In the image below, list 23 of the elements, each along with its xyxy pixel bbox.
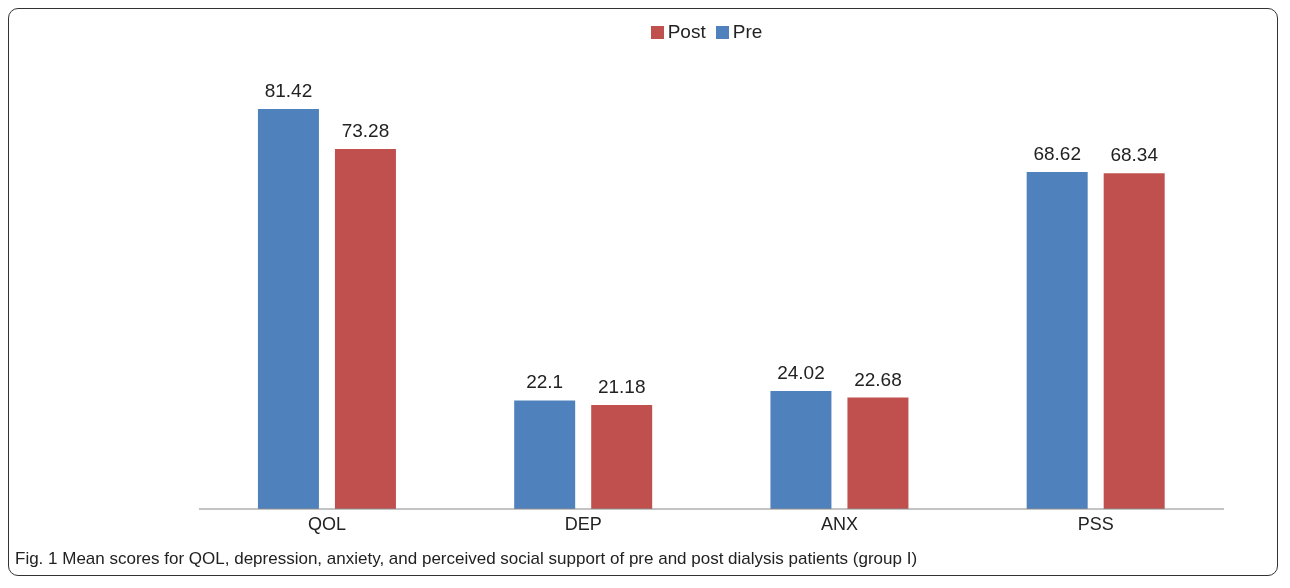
bar (847, 397, 909, 509)
bar (334, 148, 396, 509)
bar (591, 404, 653, 509)
data-label: 73.28 (341, 119, 390, 141)
bar (257, 109, 319, 509)
data-label: 24.02 (777, 361, 825, 383)
legend-label: Pre (732, 21, 763, 42)
data-label: 22.1 (526, 371, 564, 393)
bar (1103, 173, 1165, 509)
data-label: 81.42 (264, 80, 313, 101)
data-label: 68.34 (1110, 144, 1159, 166)
bar (770, 390, 832, 509)
x-tick-label: PSS (1077, 513, 1114, 534)
bar (514, 400, 576, 509)
data-label: 22.68 (854, 368, 902, 390)
bar (1026, 171, 1088, 509)
x-tick-label: DEP (564, 513, 602, 534)
data-label: 68.62 (1033, 142, 1081, 164)
caption: Fig. 1 Mean scores for QOL, depression, anxiety, and perceived social support of pre and post dialysis patients (group I) (15, 549, 918, 569)
x-tick-label: ANX (821, 513, 859, 534)
x-tick-label: QOL (308, 513, 347, 534)
legend-label: Post (667, 21, 706, 42)
data-label: 21.18 (597, 375, 646, 397)
